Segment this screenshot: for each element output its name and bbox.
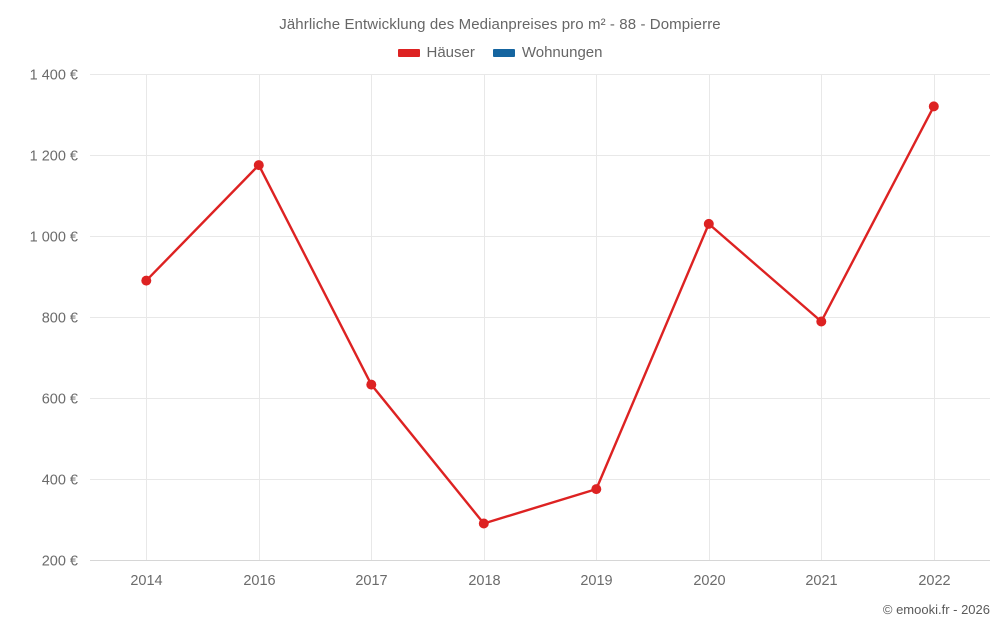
y-axis-tick-label: 800 € <box>42 311 78 327</box>
data-point-marker[interactable] <box>253 160 264 171</box>
x-axis-tick-label: 2016 <box>243 573 275 589</box>
legend-item-wohnungen[interactable]: Wohnungen <box>492 44 603 61</box>
y-axis-tick-label: 1 400 € <box>30 68 78 84</box>
y-axis-tick-label: 200 € <box>42 554 78 570</box>
data-point-marker[interactable] <box>703 218 714 229</box>
y-axis-tick-label: 1 000 € <box>30 230 78 246</box>
data-point-marker[interactable] <box>928 101 939 112</box>
y-axis-tick-label: 600 € <box>42 392 78 408</box>
x-axis-tick-label: 2021 <box>805 573 837 589</box>
data-point-marker[interactable] <box>366 379 377 390</box>
chart-legend: Häuser Wohnungen <box>0 44 1000 61</box>
credit-label: © emooki.fr - 2026 <box>882 602 990 617</box>
series-line-häuser <box>145 105 935 525</box>
x-axis-tick-label: 2022 <box>918 573 950 589</box>
x-axis-tick-label: 2017 <box>355 573 387 589</box>
legend-swatch-icon <box>397 48 420 57</box>
data-point-marker[interactable] <box>591 484 602 495</box>
legend-item-häuser[interactable]: Häuser <box>397 44 475 61</box>
data-point-marker[interactable] <box>141 275 152 286</box>
legend-swatch-icon <box>492 48 515 57</box>
data-point-marker[interactable] <box>478 518 489 529</box>
chart-title: Jährliche Entwicklung des Medianpreises … <box>279 16 721 33</box>
legend-item-label: Häuser <box>426 44 475 61</box>
data-point-marker[interactable] <box>816 316 827 327</box>
x-axis-tick-label: 2018 <box>468 573 500 589</box>
legend-item-label: Wohnungen <box>521 44 603 61</box>
y-axis-tick-label: 1 200 € <box>30 149 78 165</box>
y-axis-tick-label: 400 € <box>42 473 78 489</box>
x-axis-tick-label: 2020 <box>693 573 725 589</box>
x-axis-tick-label: 2014 <box>130 573 162 589</box>
x-axis-tick-label: 2019 <box>580 573 612 589</box>
